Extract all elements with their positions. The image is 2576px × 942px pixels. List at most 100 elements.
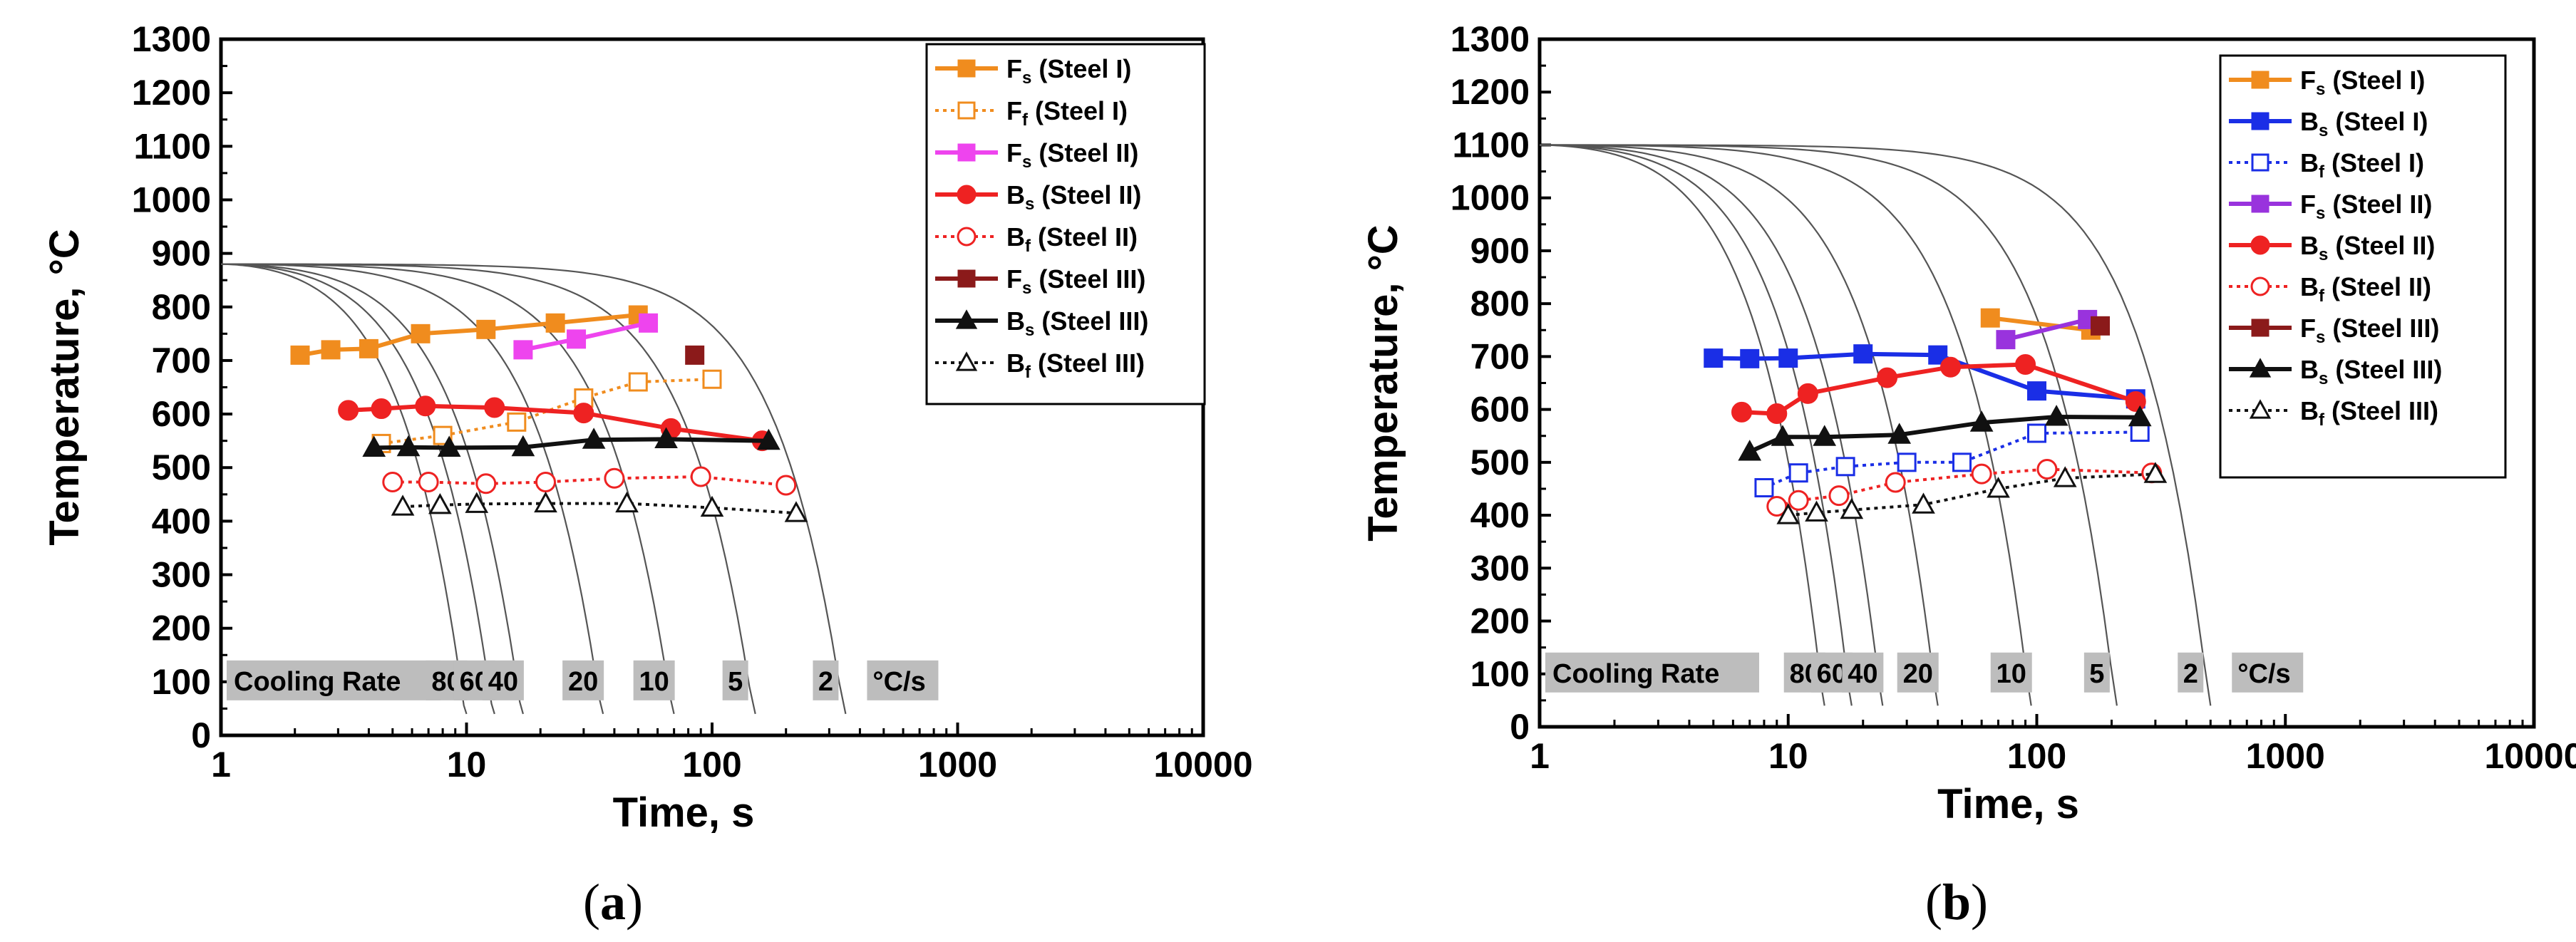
y-tick-label: 800	[1470, 284, 1530, 324]
cooling-curve	[220, 263, 468, 715]
data-point	[511, 435, 535, 457]
x-tick-label: 1000	[918, 745, 997, 785]
legend-marker	[2250, 235, 2270, 255]
legend: Fs (Steel I)Bs (Steel I)Bf (Steel I)Fs (…	[2219, 54, 2507, 479]
legend-symbol: F	[2300, 190, 2316, 219]
cooling-rate-value: 5	[2089, 659, 2104, 689]
cooling-rate-value: 40	[488, 667, 518, 697]
cooling-rate-value-box	[722, 660, 748, 700]
data-point	[1788, 463, 1808, 483]
cooling-rate-value: 10	[639, 667, 669, 697]
data-point	[1754, 477, 1774, 497]
y-tick-label: 600	[1470, 390, 1530, 430]
legend-label: Bf (Steel II)	[1006, 222, 1138, 256]
cooling-rate-value: 2	[2183, 659, 2198, 689]
legend-subscript: f	[1022, 110, 1029, 130]
data-point	[1969, 410, 1994, 432]
data-point	[1877, 367, 1898, 388]
data-point	[784, 501, 808, 522]
x-tick-label: 1	[1530, 736, 1550, 776]
legend-steel: (Steel II)	[2328, 231, 2435, 260]
y-tick-label: 1000	[132, 180, 211, 219]
series-line	[403, 502, 797, 515]
y-tick-label: 1200	[1451, 72, 1530, 112]
legend-label: Bs (Steel III)	[2300, 355, 2442, 388]
data-point	[2130, 423, 2150, 442]
data-point	[338, 400, 359, 421]
legend-label: Fs (Steel I)	[2300, 66, 2425, 99]
series-bs-1	[1704, 344, 2145, 409]
legend-marker	[2251, 71, 2270, 89]
cooling-rate-value: 20	[568, 667, 598, 697]
y-tick-label: 1100	[1453, 125, 1530, 165]
cooling-rate-box	[1545, 652, 1759, 693]
data-point	[411, 324, 431, 343]
cooling-rate-label: Cooling Rate	[1552, 659, 1719, 689]
cooling-rate-value: 60	[1817, 659, 1847, 689]
data-point	[776, 475, 797, 496]
caption-open: (	[1925, 874, 1942, 931]
legend-steel: (Steel II)	[2325, 190, 2432, 219]
data-point	[1738, 440, 1762, 461]
data-point	[1885, 472, 1906, 493]
legend-steel: (Steel III)	[2324, 396, 2438, 425]
legend-symbol: F	[1006, 96, 1022, 125]
legend-symbol: B	[2300, 396, 2319, 425]
data-point	[1887, 423, 1912, 444]
caption-close: )	[1971, 874, 1988, 931]
x-axis-label: Time, s	[1937, 781, 2079, 827]
data-point	[1704, 348, 1724, 368]
legend-subscript: f	[2319, 286, 2325, 306]
cooling-rate-value-box	[1990, 652, 2032, 693]
y-tick-label: 1300	[1451, 19, 1530, 59]
series-line	[2005, 317, 2088, 342]
x-tick-label: 100	[682, 745, 741, 785]
data-point	[1971, 463, 1992, 485]
cooling-rate-value: 10	[1997, 659, 2026, 689]
y-tick-label: 400	[152, 501, 211, 541]
legend-label: Fs (Steel III)	[2300, 314, 2439, 347]
legend-symbol: B	[2300, 107, 2319, 136]
legend-marker	[2249, 358, 2272, 378]
y-axis-label: Temperature, °C	[1360, 224, 1406, 541]
y-tick-label: 1100	[134, 126, 211, 166]
y-tick-label: 400	[1470, 495, 1530, 535]
legend-steel: (Steel III)	[2328, 355, 2442, 384]
cooling-curve	[1540, 144, 1939, 706]
cooling-rate-value-box	[482, 660, 524, 700]
y-tick-label: 1000	[1451, 178, 1530, 218]
data-point	[382, 472, 403, 493]
data-point	[2027, 381, 2046, 401]
legend-marker	[957, 185, 977, 205]
legend-subscript: s	[1025, 195, 1034, 214]
y-tick-label: 800	[152, 287, 211, 327]
cooling-curve	[1540, 144, 2212, 706]
legend-steel: (Steel I)	[2325, 66, 2425, 95]
legend-marker	[2251, 112, 2270, 130]
legend-marker	[2249, 399, 2272, 419]
legend-steel: (Steel III)	[1031, 348, 1145, 378]
x-tick-label: 1000	[2246, 736, 2325, 776]
legend-steel: (Steel II)	[1031, 222, 1138, 252]
y-tick-label: 1200	[132, 73, 211, 113]
cooling-curve	[220, 263, 524, 715]
legend-label: Fs (Steel I)	[1006, 54, 1131, 88]
x-tick-label: 100	[2007, 736, 2066, 776]
legend-steel: (Steel II)	[1034, 180, 1141, 209]
data-point	[2027, 423, 2046, 443]
data-point	[615, 491, 639, 513]
legend-label: Bs (Steel II)	[1006, 180, 1141, 214]
cooling-rate-value: 40	[1848, 659, 1877, 689]
data-point	[290, 345, 310, 365]
legend-symbol: B	[1006, 222, 1025, 252]
data-point	[2128, 405, 2152, 427]
legend-steel: (Steel II)	[2324, 272, 2431, 301]
legend-steel: (Steel I)	[1028, 96, 1128, 125]
cooling-curve	[1540, 144, 1825, 706]
legend-marker	[957, 101, 976, 120]
legend-steel: (Steel I)	[2328, 107, 2428, 136]
y-tick-label: 100	[1470, 654, 1530, 694]
x-tick-label: 10000	[2484, 736, 2576, 776]
y-tick-label: 500	[152, 447, 211, 487]
legend-subscript: s	[2319, 369, 2328, 388]
